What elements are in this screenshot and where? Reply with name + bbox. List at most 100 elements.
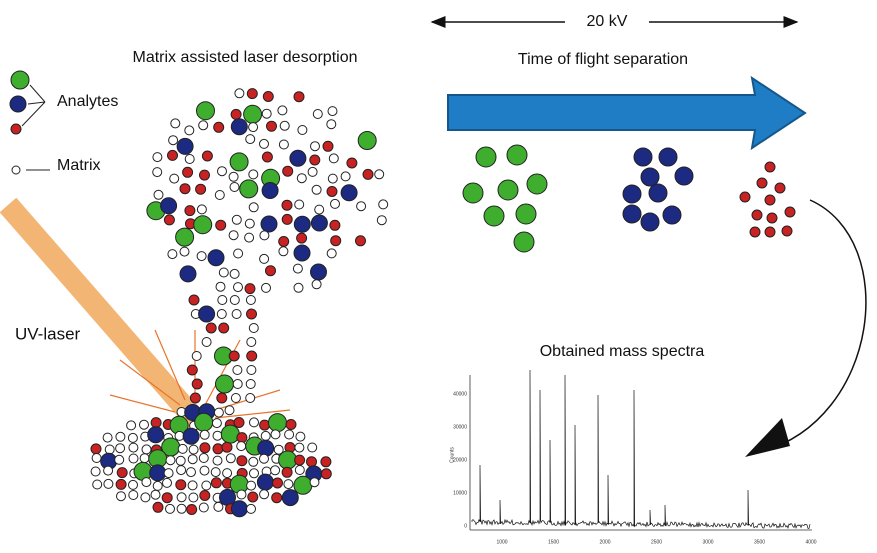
green-ion: [475, 146, 497, 168]
analyte-particle: [278, 450, 298, 470]
analyte-particle: [215, 219, 227, 231]
analyte-particle: [281, 489, 299, 507]
matrix-particle: [261, 282, 271, 293]
matrix-particle: [374, 169, 385, 180]
analyte-particle: [239, 179, 259, 199]
analyte-particle: [310, 263, 327, 281]
matrix-particle: [128, 442, 139, 453]
matrix-particle: [90, 466, 101, 477]
matrix-particle: [218, 267, 229, 278]
matrix-particle: [327, 106, 338, 117]
matrix-particle: [307, 442, 318, 453]
analyte-particle: [179, 183, 191, 195]
matrix-particle: [309, 477, 320, 488]
matrix-particle: [273, 444, 284, 455]
matrix-particle: [356, 201, 367, 212]
matrix-particle: [249, 417, 259, 428]
matrix-particle: [104, 444, 115, 455]
matrix-particle: [270, 429, 281, 440]
matrix-particle: [168, 135, 179, 146]
green-ion: [513, 231, 535, 253]
matrix-particle: [187, 480, 198, 491]
matrix-particle: [245, 134, 256, 145]
matrix-particle: [283, 479, 294, 490]
x-tick-label: 1500: [548, 539, 559, 545]
y-tick-label: 0: [464, 523, 467, 529]
analyte-particle: [195, 183, 207, 195]
y-tick-label: 20000: [453, 457, 467, 463]
analyte-particle: [266, 120, 277, 132]
matrix-particle: [187, 454, 198, 465]
analyte-particle: [296, 232, 308, 244]
x-tick-label: 3000: [702, 539, 713, 545]
analyte-particle: [230, 500, 248, 518]
red-ion: [764, 194, 776, 206]
matrix-particle: [245, 295, 256, 305]
matrix-particle: [225, 453, 236, 464]
analyte-particle: [220, 424, 240, 444]
analyte-particle: [221, 441, 233, 453]
matrix-particle: [115, 431, 126, 442]
voltage-label: 20 kV: [587, 13, 628, 30]
spectrum-title: Obtained mass spectra: [540, 343, 705, 360]
matrix-particle: [234, 88, 245, 99]
matrix-particle: [214, 190, 225, 200]
curved-arrow: [759, 199, 867, 453]
matrix-particle: [376, 215, 387, 226]
matrix-particle: [284, 429, 295, 440]
y-axis-label: Counts: [449, 447, 455, 463]
matrix-particle: [326, 248, 337, 259]
analyte-particle: [285, 419, 297, 430]
matrix-particle: [103, 465, 114, 476]
analyte-particle: [184, 205, 196, 217]
matrix-particle: [139, 419, 149, 430]
green-ion: [462, 182, 484, 204]
analyte-particle: [261, 151, 273, 163]
x-tick-label: 4000: [805, 539, 816, 545]
matrix-particle: [293, 282, 304, 293]
matrix-particle: [294, 442, 305, 453]
matrix-particle: [176, 503, 187, 514]
matrix-particle: [310, 141, 320, 152]
analyte-particle: [246, 88, 258, 100]
analyte-particle: [246, 350, 258, 362]
analyte-particle: [198, 305, 216, 323]
analyte-particle: [179, 265, 197, 283]
analyte-particle: [216, 392, 228, 404]
analyte-particle: [346, 157, 358, 169]
matrix-particle: [232, 365, 243, 375]
matrix-particle: [198, 120, 209, 131]
matrix-particle: [259, 230, 270, 241]
analyte-particle: [229, 152, 249, 172]
particles: [90, 88, 389, 518]
matrix-particle: [230, 393, 241, 403]
analyte-particle: [230, 118, 248, 136]
matrix-particle: [217, 166, 227, 177]
green-ion: [483, 205, 505, 227]
matrix-particle: [191, 351, 202, 361]
matrix-particle: [210, 467, 221, 478]
matrix-particle: [169, 173, 180, 184]
matrix-particle: [326, 119, 337, 130]
matrix-particle: [222, 468, 233, 479]
matrix-particle: [140, 492, 151, 503]
blue-ion: [648, 183, 668, 203]
analyte-particle: [278, 236, 290, 247]
matrix-particle: [212, 455, 223, 466]
analyte-particle: [215, 374, 234, 394]
red-ion: [756, 177, 768, 189]
matrix-particle: [248, 323, 259, 333]
matrix-particle: [259, 138, 269, 149]
analyte-particle: [193, 215, 213, 235]
matrix-particle: [278, 139, 289, 150]
blue-ion: [658, 147, 678, 167]
analyte-particle: [207, 249, 225, 267]
spectrum-trace: [471, 369, 811, 529]
matrix-particle: [248, 122, 259, 133]
legend: [9, 70, 50, 175]
x-tick-label: 1000: [496, 539, 507, 545]
matrix-particle: [297, 125, 308, 135]
matrix-particle: [126, 420, 137, 431]
analyte-particle: [194, 412, 214, 432]
